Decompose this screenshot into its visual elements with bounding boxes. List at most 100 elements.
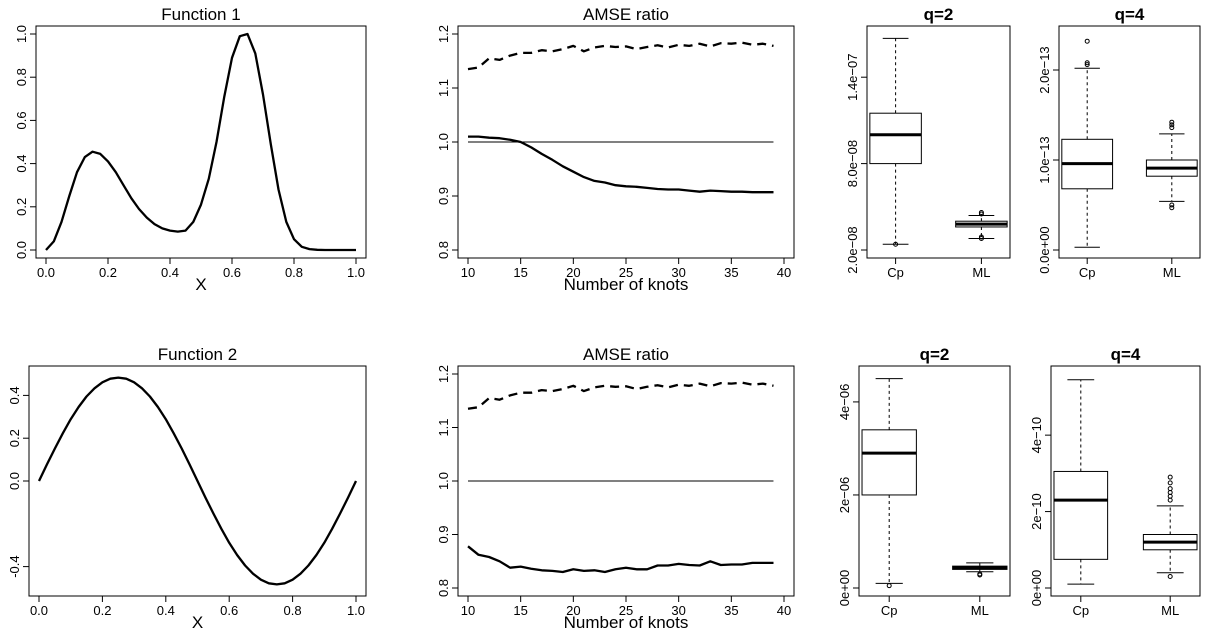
box-iqr [861, 429, 917, 496]
function-curve [37, 376, 358, 586]
boxplot-ml [1142, 474, 1198, 580]
boxplot-ml [952, 562, 1008, 578]
panel-4: q=4 0.0e+00 1.0e−13 2.0e−13 Cp ML [1037, 5, 1201, 280]
x-tick-label: 1.0 [347, 265, 365, 280]
y-tick-label: 2.0e−08 [845, 226, 860, 273]
y-tick-label: 0.9 [436, 525, 451, 543]
boxplot-ml [1145, 119, 1198, 211]
panel-title: q=4 [1115, 5, 1145, 24]
outlier-point [886, 583, 892, 589]
category-label: ML [972, 265, 990, 280]
outlier-point [1084, 60, 1090, 66]
y-tick-label: 0.0e+00 [1037, 226, 1052, 273]
x-tick-label: 20 [566, 265, 580, 280]
outlier-point [977, 572, 983, 578]
y-tick-label: 1.0 [436, 133, 451, 151]
solid-series-line [467, 545, 774, 574]
box-iqr [1053, 470, 1109, 560]
panel-title: Function 1 [161, 5, 240, 24]
y-tick-label: 2e−06 [837, 477, 852, 514]
x-tick-label: 0.2 [99, 265, 117, 280]
panel-title: Function 2 [158, 345, 237, 364]
y-tick-label: 1.2 [436, 365, 451, 383]
x-tick-label: 0.4 [161, 265, 179, 280]
outlier-point [1167, 486, 1173, 492]
y-tick-label: 4e−10 [1029, 417, 1044, 454]
box-iqr [869, 112, 922, 165]
x-tick-label: 20 [566, 603, 580, 618]
panel-3: q=2 2.0e−08 8.0e−08 1.4e−07 Cp ML [845, 5, 1011, 280]
plot-frame [858, 365, 1011, 597]
y-tick-label: 0e+00 [1029, 570, 1044, 607]
y-tick-label: 0.2 [7, 429, 22, 447]
category-label: Cp [1072, 603, 1089, 618]
outlier-point [978, 234, 984, 240]
outlier-point [1169, 202, 1175, 208]
boxplot-ml [955, 210, 1008, 241]
plot-frame [35, 25, 367, 259]
y-tick-label: 0.8 [14, 68, 29, 86]
outlier-point [1167, 474, 1173, 480]
category-label: Cp [887, 265, 904, 280]
category-label: ML [1161, 603, 1179, 618]
outlier-point [1169, 125, 1175, 131]
panel-title: q=2 [920, 345, 950, 364]
boxplot-cp [861, 378, 917, 589]
y-tick-label: 0.4 [14, 155, 29, 173]
panel-7: q=2 0e+00 2e−06 4e−06 Cp ML [837, 345, 1011, 618]
y-tick-label: 1.1 [436, 418, 451, 436]
x-tick-label: 0.8 [284, 603, 302, 618]
outlier-point [1169, 122, 1175, 128]
y-tick-label: 0.0 [14, 241, 29, 259]
x-tick-label: 0.0 [37, 265, 55, 280]
category-label: ML [1163, 265, 1181, 280]
y-tick-label: 0.4 [7, 386, 22, 404]
plot-frame [1058, 25, 1201, 259]
x-tick-label: 15 [513, 603, 527, 618]
x-tick-label: 0.8 [285, 265, 303, 280]
panel-title: q=4 [1111, 345, 1141, 364]
y-tick-label: 4e−06 [837, 384, 852, 421]
y-tick-label: 8.0e−08 [845, 140, 860, 187]
boxplot-cp [1053, 379, 1109, 585]
x-axis-label: Number of knots [564, 275, 689, 294]
x-tick-label: 35 [724, 265, 738, 280]
plot-frame [1050, 365, 1201, 597]
y-tick-label: 1.0 [436, 472, 451, 490]
x-tick-label: 1.0 [347, 603, 365, 618]
y-tick-label: 0.2 [14, 198, 29, 216]
outlier-point [1084, 62, 1090, 68]
dashed-series-line [467, 41, 774, 71]
x-axis-label: X [195, 275, 206, 294]
x-tick-label: 30 [671, 603, 685, 618]
x-tick-label: 0.4 [157, 603, 175, 618]
y-tick-label: 1.4e−07 [845, 54, 860, 101]
x-axis-label: Number of knots [564, 613, 689, 632]
outlier-point [1167, 574, 1173, 580]
x-tick-label: 15 [513, 265, 527, 280]
dashed-series-line [467, 381, 774, 410]
panel-5: Function 2 -0.4 0.0 0.2 0.4 0.0 0.2 0.4 0.6 0.8 1.… [7, 345, 367, 632]
y-tick-label: 1.1 [436, 79, 451, 97]
x-tick-label: 0.6 [223, 265, 241, 280]
boxplot-cp [1061, 38, 1114, 248]
y-tick-label: 0e+00 [837, 570, 852, 607]
x-tick-label: 10 [461, 265, 475, 280]
x-tick-label: 35 [724, 603, 738, 618]
boxplot-cp [869, 37, 922, 247]
panel-title: AMSE ratio [583, 345, 669, 364]
x-tick-label: 0.0 [30, 603, 48, 618]
y-tick-label: 0.8 [436, 579, 451, 597]
solid-series-line [468, 135, 774, 194]
category-label: ML [971, 603, 989, 618]
y-tick-label: 0.9 [436, 187, 451, 205]
plot-frame [866, 25, 1011, 259]
x-tick-label: 0.6 [220, 603, 238, 618]
y-tick-label: 0.8 [436, 241, 451, 259]
panel-8: q=4 0e+00 2e−10 4e−10 Cp ML [1029, 345, 1201, 618]
y-tick-label: 2e−10 [1029, 493, 1044, 530]
category-label: Cp [881, 603, 898, 618]
outlier-point [978, 210, 984, 216]
y-tick-label: 1.0e−13 [1037, 136, 1052, 183]
